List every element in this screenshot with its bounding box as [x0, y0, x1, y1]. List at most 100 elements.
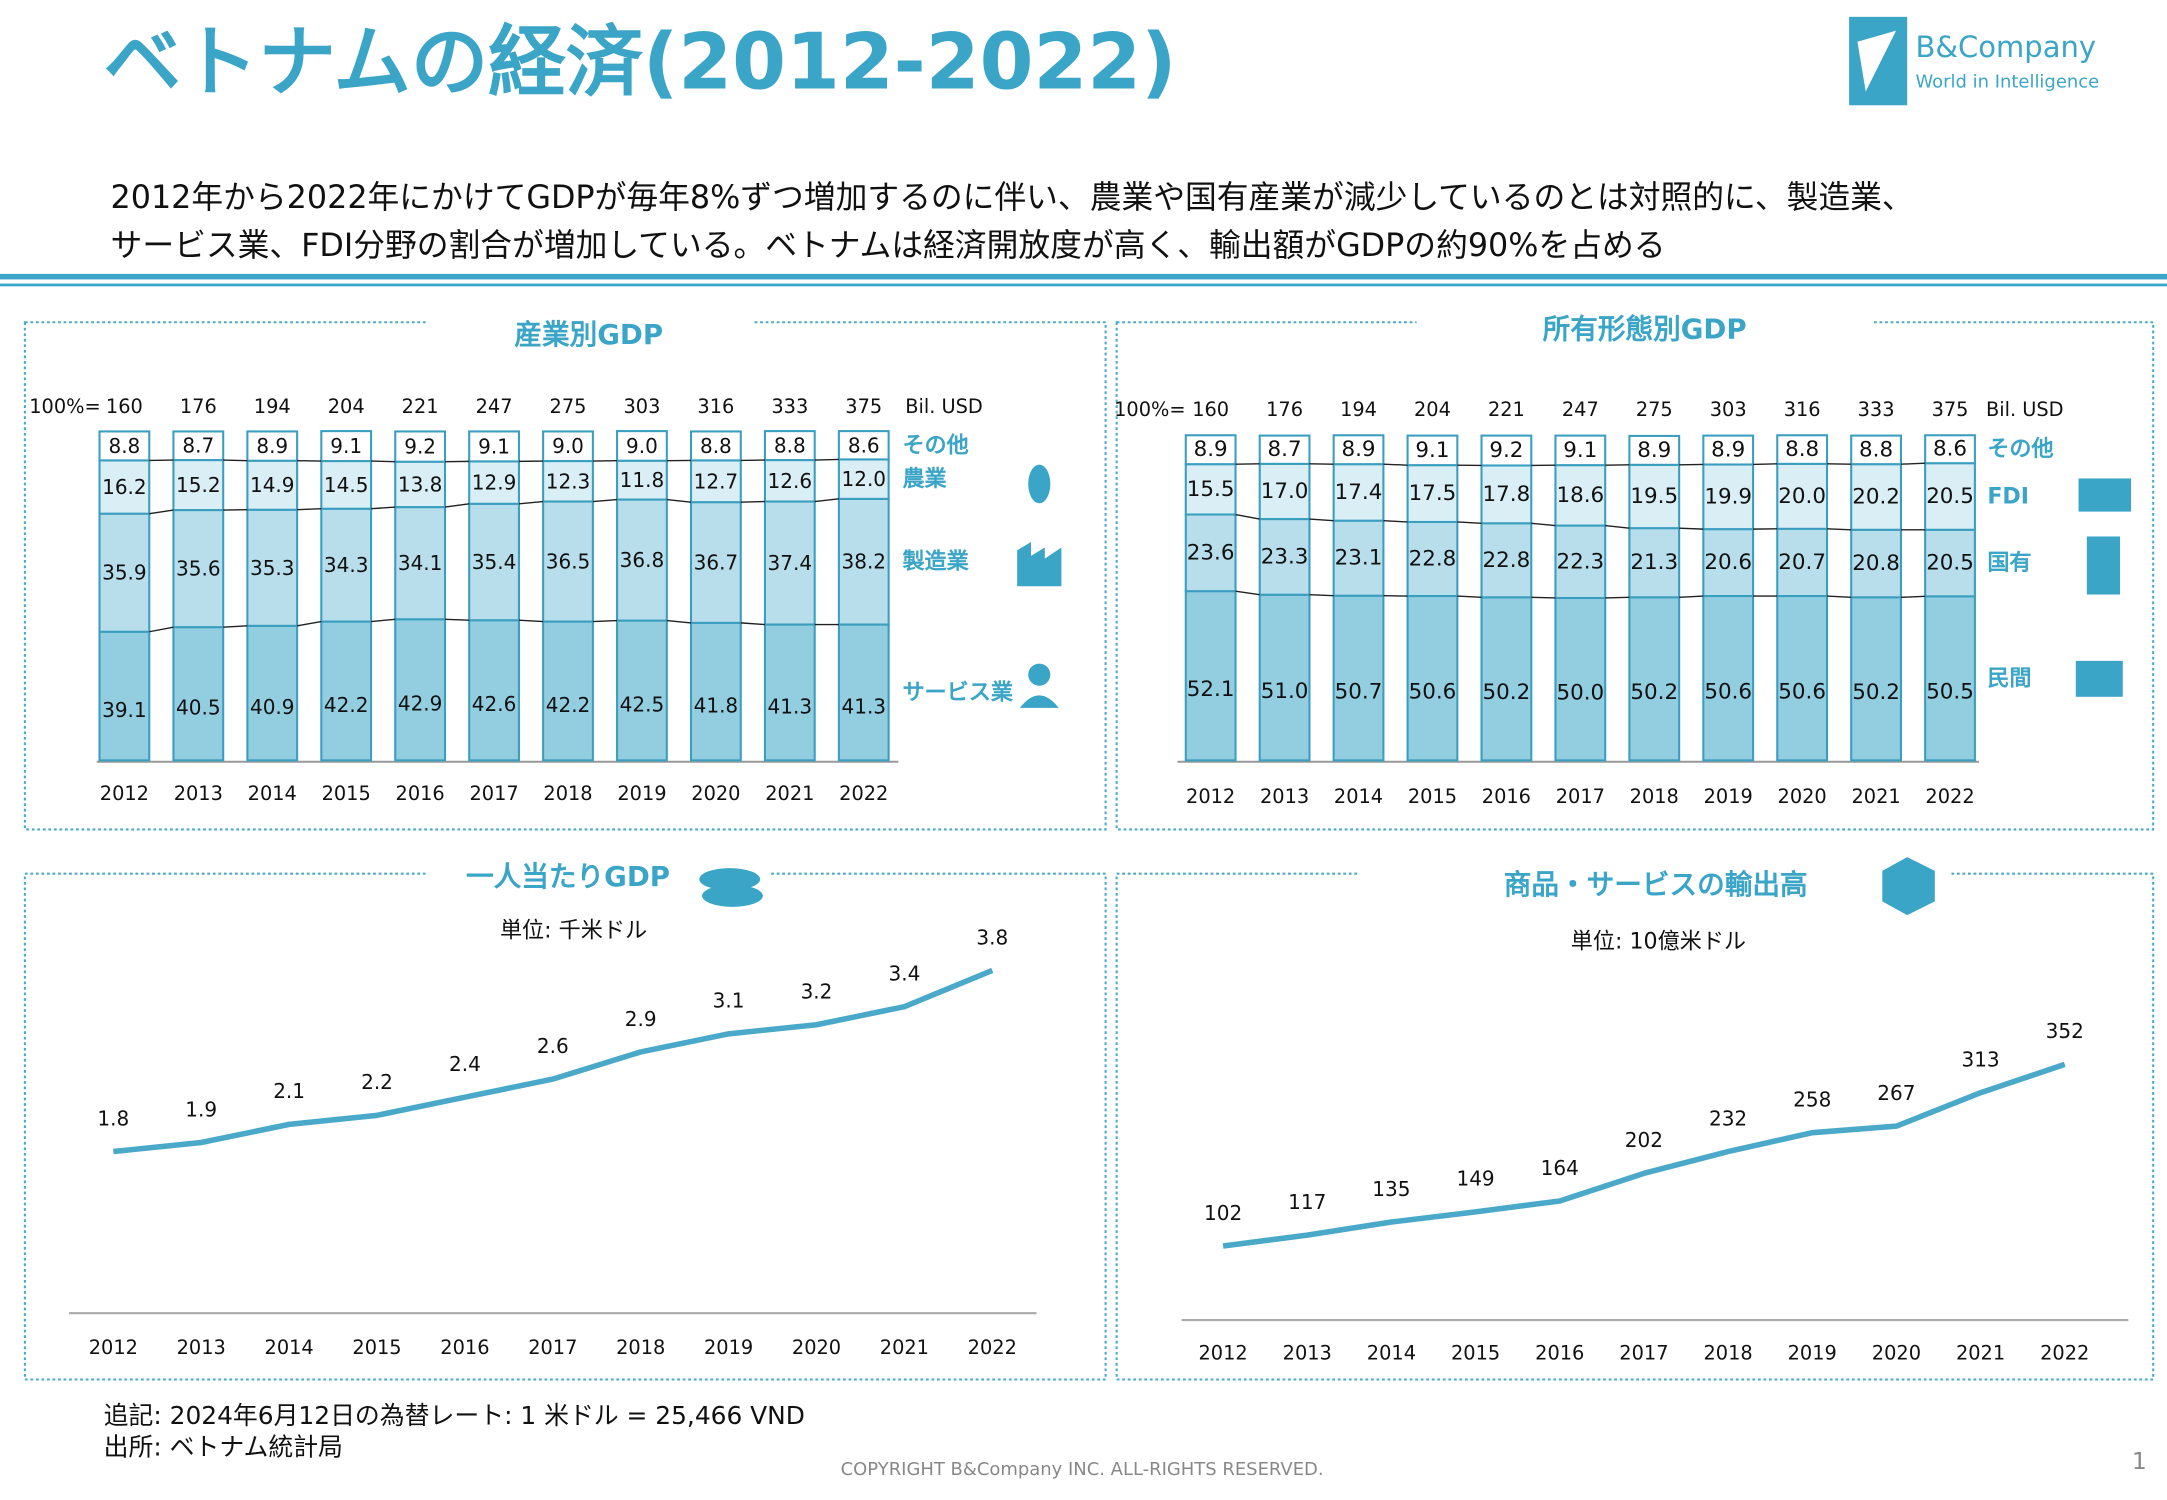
bar-segment — [1184, 590, 1237, 762]
boundary-line — [1235, 590, 1260, 596]
bar-segment — [616, 619, 668, 762]
boundary-line — [1235, 513, 1260, 520]
value-label: 20.5 — [1926, 551, 1974, 576]
value-label: 35.3 — [250, 556, 295, 580]
totals-label: 100%= — [1114, 398, 1185, 421]
page-number: 1 — [2132, 1447, 2147, 1475]
x-tick-label: 2013 — [1283, 1342, 1332, 1365]
value-label: 42.9 — [398, 692, 443, 716]
bar-segment — [98, 459, 151, 515]
boundary-line — [1826, 595, 1852, 599]
icon-buildings — [2078, 478, 2132, 512]
total-label: 316 — [1784, 398, 1821, 421]
value-label: 40.5 — [176, 696, 221, 720]
total-label: 194 — [1340, 398, 1377, 421]
value-label: 11.8 — [620, 468, 665, 492]
note: 出所: ベトナム統計局 — [104, 1433, 343, 1462]
chart-subtitle: 単位: 千米ドル — [500, 917, 647, 943]
x-tick-label: 2013 — [174, 782, 223, 805]
x-tick-label: 2017 — [469, 782, 518, 805]
panel — [1115, 872, 2155, 1381]
value-label: 8.6 — [1933, 437, 1967, 462]
value-label: 42.5 — [620, 692, 665, 716]
bar-segment — [542, 500, 594, 623]
boundary-line — [1383, 463, 1408, 466]
x-tick-label: 2022 — [1925, 785, 1974, 808]
legend-label: サービス業 — [902, 679, 1013, 705]
x-tick-label: 2015 — [352, 1336, 401, 1359]
bar-segment — [1554, 524, 1607, 600]
total-label: 275 — [550, 395, 587, 418]
legend-label: 国有 — [1987, 550, 2031, 576]
bar-segment — [837, 623, 890, 762]
bar-segment — [1480, 522, 1533, 599]
boundary-line — [1679, 595, 1704, 599]
x-tick-label: 2012 — [1186, 785, 1235, 808]
value-label: 42.2 — [324, 693, 369, 717]
value-label: 8.9 — [256, 434, 288, 458]
boundary-line — [1457, 595, 1482, 599]
bar-segment — [1554, 596, 1607, 762]
value-label: 23.1 — [1335, 546, 1383, 571]
legend-label: FDI — [1987, 483, 2029, 509]
x-tick-label: 2018 — [616, 1336, 665, 1359]
boundary-line — [1679, 527, 1704, 530]
total-label: 221 — [1488, 398, 1525, 421]
total-label: 160 — [106, 395, 143, 418]
bar-segment — [763, 500, 816, 626]
bar-segment — [1776, 527, 1829, 598]
value-label: 50.0 — [1556, 680, 1604, 705]
x-tick-label: 2018 — [1630, 785, 1679, 808]
panel-title-gap — [428, 311, 754, 339]
bar-segment — [1924, 434, 1976, 465]
boundary-line — [297, 508, 322, 511]
bar-segment — [1406, 594, 1459, 762]
value-label: 41.8 — [694, 693, 739, 717]
bar-segment — [689, 621, 742, 762]
bar-segment — [1702, 594, 1755, 762]
boundary-line — [371, 506, 396, 510]
x-tick-label: 2015 — [322, 782, 371, 805]
x-tick-label: 2016 — [440, 1336, 489, 1359]
panel — [1115, 321, 2155, 831]
total-label: 176 — [1266, 398, 1303, 421]
value-label: 8.6 — [848, 433, 880, 457]
value-label: 36.5 — [546, 550, 591, 574]
legend-label: その他 — [1987, 436, 2053, 462]
x-tick-label: 2016 — [396, 782, 445, 805]
value-label: 3.8 — [976, 925, 1008, 949]
slide-title: ベトナムの経済(2012-2022) — [104, 17, 1177, 107]
value-label: 41.3 — [841, 694, 886, 718]
value-label: 23.6 — [1187, 540, 1235, 565]
value-label: 50.7 — [1335, 679, 1383, 704]
total-label: 303 — [1710, 398, 1747, 421]
bar-segment — [1628, 463, 1681, 530]
x-tick-label: 2012 — [100, 782, 149, 805]
value-label: 50.6 — [1778, 680, 1826, 705]
value-label: 12.7 — [694, 469, 739, 493]
value-label: 8.8 — [774, 434, 806, 458]
value-label: 258 — [1793, 1088, 1831, 1112]
value-label: 15.5 — [1187, 477, 1235, 502]
x-tick-label: 2021 — [765, 782, 814, 805]
bar-segment — [1406, 434, 1459, 467]
bar-segment — [616, 498, 668, 622]
line — [113, 967, 994, 1155]
bar-segment — [1628, 596, 1681, 762]
panel-title-gap — [1357, 862, 1952, 891]
bar-segment — [1480, 464, 1533, 525]
value-label: 20.0 — [1778, 484, 1826, 509]
value-label: 12.3 — [546, 469, 591, 493]
boundary-line — [740, 622, 765, 626]
value-label: 35.4 — [472, 550, 517, 574]
boundary-line — [1309, 518, 1334, 522]
value-label: 14.5 — [324, 473, 369, 497]
x-tick-label: 2016 — [1482, 785, 1531, 808]
x-tick-label: 2015 — [1451, 1342, 1500, 1365]
line — [1222, 1061, 2066, 1249]
value-label: 34.1 — [398, 551, 443, 575]
total-label: 375 — [845, 395, 882, 418]
x-tick-label: 2020 — [1778, 785, 1827, 808]
bar-segment — [1258, 518, 1311, 596]
bar-segment — [1258, 434, 1311, 465]
